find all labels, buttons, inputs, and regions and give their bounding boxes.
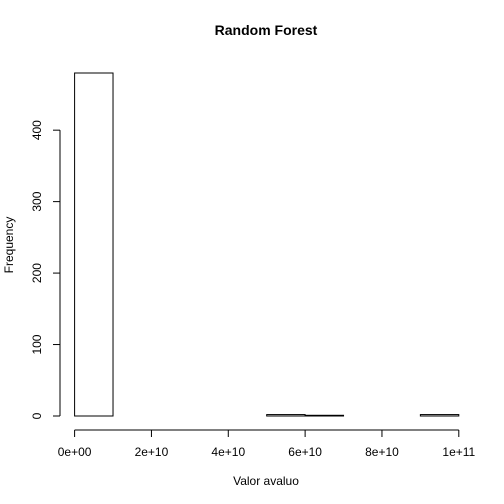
y-tick-label: 0 <box>30 412 44 419</box>
x-axis-label: Valor avaluo <box>233 474 299 488</box>
x-tick-label: 0e+00 <box>58 445 92 459</box>
y-tick-label: 200 <box>30 263 44 283</box>
x-tick-label: 4e+10 <box>211 445 245 459</box>
x-tick-label: 8e+10 <box>365 445 399 459</box>
bars-group <box>74 72 460 417</box>
x-tick-label: 6e+10 <box>288 445 322 459</box>
histogram-bar <box>266 414 306 417</box>
x-tick-label: 2e+10 <box>135 445 169 459</box>
y-tick-label: 400 <box>30 120 44 140</box>
histogram-bar <box>304 414 345 417</box>
histogram-bar <box>74 72 114 417</box>
y-tick-label: 100 <box>30 334 44 354</box>
x-tick-label: 1e+11 <box>442 445 475 459</box>
y-tick-label: 300 <box>30 191 44 211</box>
y-axis-label: Frequency <box>2 217 16 274</box>
histogram-bar <box>419 414 460 417</box>
chart-title: Random Forest <box>215 22 318 38</box>
y-axis: 0 100 200 300 400 <box>30 120 61 419</box>
x-axis: 0e+00 2e+10 4e+10 6e+10 8e+10 1e+11 <box>58 429 476 459</box>
